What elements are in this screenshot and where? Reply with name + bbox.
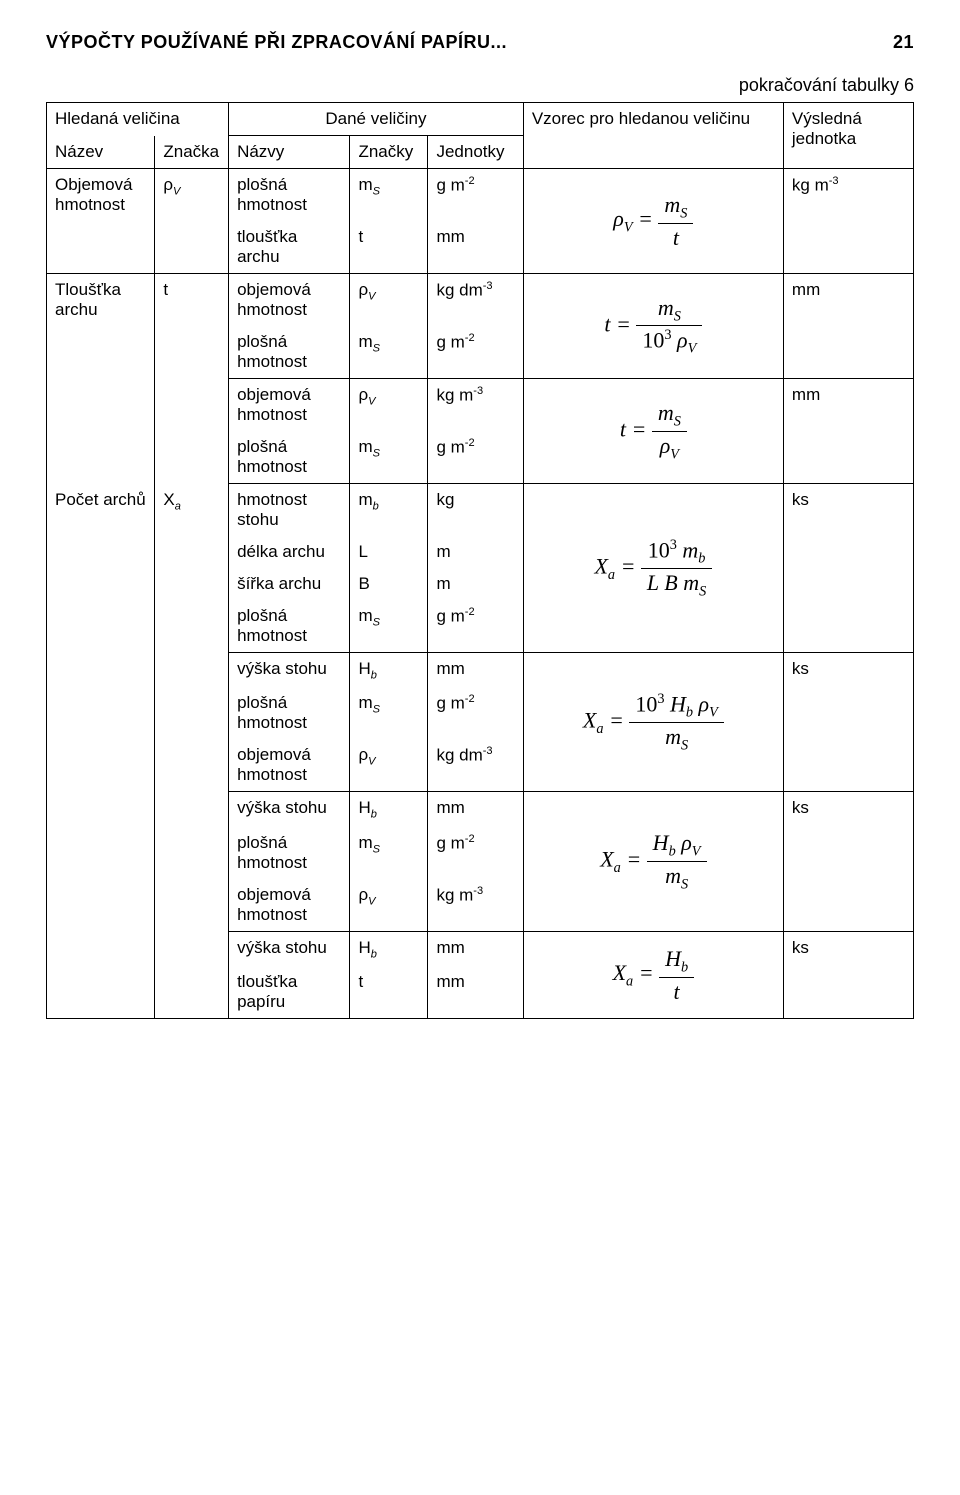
cell-formula: Xa = 103 mb L B mS [523,484,783,653]
cell-given-name: tloušťka archu [229,221,350,274]
cell-given-name: výška stohu [229,931,350,966]
cell-given-sym: mS [350,431,428,484]
cell-given-sym: ρV [350,274,428,327]
cell-given-name: objemová hmotnost [229,879,350,932]
cell-given-unit: m [428,536,523,568]
cell-given-unit: mm [428,966,523,1019]
cell-given-sym: Hb [350,931,428,966]
continuation-note: pokračování tabulky 6 [46,75,914,96]
cell-given-name: plošná hmotnost [229,600,350,653]
table-row: Tloušťka archu t objemová hmotnost ρV kg… [47,274,914,327]
cell-given-name: objemová hmotnost [229,379,350,432]
cell-given-name: objemová hmotnost [229,274,350,327]
cell-given-sym: mS [350,827,428,879]
cell-given-unit: m [428,568,523,600]
cell-formula: Xa = 103 Hb ρV mS [523,653,783,792]
cell-given-unit: mm [428,653,523,688]
cell-given-name: délka archu [229,536,350,568]
cell-given-sym: mS [350,169,428,222]
cell-formula: Xa = Hb ρV mS [523,792,783,931]
cell-given-name: hmotnost stohu [229,484,350,537]
cell-given-unit: g m-2 [428,169,523,222]
cell-formula: t = mS ρV [523,379,783,484]
running-title: VÝPOČTY POUŽÍVANÉ PŘI ZPRACOVÁNÍ PAPÍRU.… [46,32,507,53]
cell-given-name: výška stohu [229,653,350,688]
cell-given-sym: mS [350,326,428,379]
cell-given-unit: kg m-3 [428,379,523,432]
cell-given-unit: g m-2 [428,827,523,879]
cell-given-sym: t [350,966,428,1019]
th-given: Dané veličiny [229,103,524,136]
cell-result-unit: ks [783,484,913,653]
cell-sought-name: Objemová hmotnost [47,169,155,274]
cell-given-sym: mS [350,600,428,653]
cell-given-sym: L [350,536,428,568]
cell-given-unit: kg dm-3 [428,274,523,327]
cell-result-unit: mm [783,274,913,379]
cell-result-unit: ks [783,931,913,1018]
cell-sought-sym: t [155,274,229,484]
th-name: Název [47,136,155,169]
cell-given-sym: t [350,221,428,274]
cell-given-sym: mb [350,484,428,537]
page-number: 21 [893,32,914,53]
cell-given-name: plošná hmotnost [229,169,350,222]
cell-sought-sym: Xa [155,484,229,1019]
th-symbols: Značky [350,136,428,169]
cell-formula: t = mS 103 ρV [523,274,783,379]
cell-given-unit: mm [428,931,523,966]
table-header-row: Hledaná veličina Dané veličiny Vzorec pr… [47,103,914,136]
cell-sought-name: Počet archů [47,484,155,1019]
cell-sought-sym: ρV [155,169,229,274]
cell-given-sym: ρV [350,879,428,932]
cell-sought-name: Tloušťka archu [47,274,155,484]
cell-given-name: plošná hmotnost [229,431,350,484]
cell-result-unit: mm [783,379,913,484]
th-result-unit: Výsledná jednotka [783,103,913,169]
calc-table: Hledaná veličina Dané veličiny Vzorec pr… [46,102,914,1019]
th-names: Názvy [229,136,350,169]
running-header: VÝPOČTY POUŽÍVANÉ PŘI ZPRACOVÁNÍ PAPÍRU.… [46,32,914,53]
table-row: Objemová hmotnost ρV plošná hmotnost mS … [47,169,914,222]
th-units: Jednotky [428,136,523,169]
cell-given-unit: kg [428,484,523,537]
cell-given-unit: kg m-3 [428,879,523,932]
cell-given-unit: mm [428,221,523,274]
cell-given-sym: Hb [350,792,428,827]
cell-formula: ρV = mSt [523,169,783,274]
cell-given-name: plošná hmotnost [229,326,350,379]
cell-given-sym: Hb [350,653,428,688]
cell-given-name: šířka archu [229,568,350,600]
cell-given-unit: g m-2 [428,600,523,653]
cell-formula: Xa = Hb t [523,931,783,1018]
cell-given-unit: g m-2 [428,326,523,379]
th-formula: Vzorec pro hledanou veličinu [523,103,783,169]
cell-given-unit: mm [428,792,523,827]
cell-given-name: plošná hmotnost [229,687,350,739]
cell-given-unit: kg dm-3 [428,739,523,792]
cell-given-name: tloušťka papíru [229,966,350,1019]
cell-given-sym: ρV [350,739,428,792]
cell-result-unit: ks [783,653,913,792]
cell-given-sym: B [350,568,428,600]
cell-result-unit: ks [783,792,913,931]
cell-given-name: objemová hmotnost [229,739,350,792]
cell-given-sym: ρV [350,379,428,432]
cell-result-unit: kg m-3 [783,169,913,274]
th-symbol: Značka [155,136,229,169]
cell-given-unit: g m-2 [428,687,523,739]
cell-given-name: plošná hmotnost [229,827,350,879]
cell-given-sym: mS [350,687,428,739]
cell-given-name: výška stohu [229,792,350,827]
cell-given-unit: g m-2 [428,431,523,484]
table-row: Počet archů Xa hmotnost stohu mb kg Xa =… [47,484,914,537]
th-sought: Hledaná veličina [47,103,229,136]
